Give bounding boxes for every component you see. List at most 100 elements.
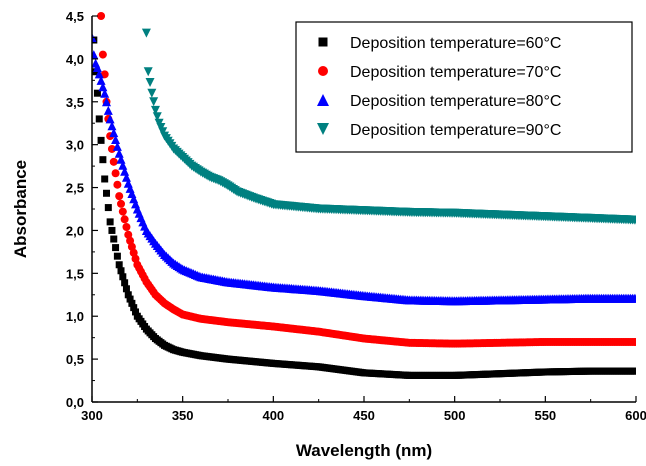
data-point <box>103 189 111 197</box>
data-point <box>109 128 119 138</box>
series-2 <box>97 12 636 348</box>
y-tick-label: 1,0 <box>66 309 84 324</box>
legend-box <box>295 21 633 153</box>
data-point <box>93 89 101 97</box>
data-point <box>99 156 107 164</box>
data-point <box>109 157 118 166</box>
data-point <box>124 230 133 239</box>
series-4 <box>141 28 636 225</box>
data-point <box>107 144 116 153</box>
data-point <box>114 148 124 158</box>
data-point <box>92 62 102 72</box>
y-tick-label: 0,0 <box>66 395 84 410</box>
data-point <box>95 115 103 123</box>
data-point <box>110 235 118 243</box>
data-point <box>106 218 114 226</box>
data-point <box>150 105 160 115</box>
data-point <box>98 82 108 92</box>
data-point <box>112 244 120 252</box>
data-point <box>130 304 138 312</box>
data-point <box>152 112 162 122</box>
y-tick-label: 0,5 <box>66 352 84 367</box>
data-point <box>124 291 132 299</box>
data-point <box>97 12 106 20</box>
data-point <box>103 105 113 115</box>
y-tick-label: 1,5 <box>66 266 84 281</box>
data-point <box>118 207 127 216</box>
data-point <box>113 180 122 189</box>
x-tick-label: 500 <box>444 408 466 423</box>
data-point <box>120 166 130 176</box>
data-point <box>122 223 131 232</box>
y-tick-label: 3,5 <box>66 95 84 110</box>
y-tick-label: 4,0 <box>66 52 84 67</box>
y-tick-label: 4,5 <box>66 9 84 24</box>
data-point <box>92 50 99 60</box>
data-point <box>149 97 159 107</box>
data-point <box>94 69 104 79</box>
data-point <box>126 236 135 245</box>
data-point <box>122 285 130 293</box>
data-point <box>118 160 128 170</box>
data-point <box>120 215 129 224</box>
data-point <box>115 192 124 201</box>
data-point <box>127 242 136 251</box>
data-point <box>111 169 120 178</box>
x-tick-label: 350 <box>172 408 194 423</box>
axes: 300 350 400 450 500 550 600 0,0 0,5 1,0 1,5 2,0 2,5 3… <box>66 9 646 423</box>
data-point <box>632 367 636 375</box>
data-point <box>128 299 136 307</box>
legend-entry-label: Deposition temperature=60°C <box>350 35 561 52</box>
data-point <box>100 88 110 98</box>
x-axis-title: Wavelength (nm) <box>296 441 432 460</box>
y-tick-label: 2,5 <box>66 181 84 196</box>
y-tick-label: 3,0 <box>66 138 84 153</box>
data-point <box>108 226 116 234</box>
data-point <box>145 77 155 87</box>
data-point <box>115 261 123 269</box>
legend-marker <box>317 94 329 106</box>
legend-marker <box>318 66 328 76</box>
data-point <box>121 279 129 287</box>
data-point <box>631 293 636 303</box>
data-point <box>111 135 121 145</box>
legend-entry-label: Deposition temperature=70°C <box>350 64 561 81</box>
data-point <box>631 215 636 225</box>
data-point <box>104 204 112 212</box>
data-point <box>126 295 134 303</box>
data-point <box>131 254 140 263</box>
data-point <box>101 175 109 183</box>
x-tick-label: 400 <box>262 408 284 423</box>
series-3 <box>92 32 636 306</box>
legend: Deposition temperature=60°C Deposition te… <box>295 21 633 153</box>
x-tick-label: 600 <box>625 408 646 423</box>
legend-entry-label: Deposition temperature=80°C <box>350 93 561 110</box>
data-point <box>632 337 636 346</box>
series-1 <box>92 36 636 379</box>
data-point <box>143 67 153 77</box>
y-axis-title: Absorbance <box>11 160 30 258</box>
data-point <box>97 136 105 144</box>
x-tick-label: 300 <box>81 408 103 423</box>
x-tick-label: 550 <box>534 408 556 423</box>
data-point <box>105 114 115 124</box>
data-point <box>96 75 106 85</box>
data-point <box>141 28 151 38</box>
y-tick-label: 2,0 <box>66 223 84 238</box>
data-point <box>117 267 125 275</box>
data-point <box>119 273 127 281</box>
legend-entry-label: Deposition temperature=90°C <box>350 122 561 139</box>
data-point <box>112 141 122 151</box>
data-point <box>117 199 126 208</box>
data-point <box>116 154 126 164</box>
data-point <box>113 252 121 260</box>
data-point <box>121 172 131 182</box>
data-point <box>98 50 107 59</box>
data-point <box>129 248 138 257</box>
data-point <box>102 97 112 107</box>
x-tick-label: 450 <box>353 408 375 423</box>
data-point <box>107 121 117 131</box>
data-point <box>147 88 157 98</box>
